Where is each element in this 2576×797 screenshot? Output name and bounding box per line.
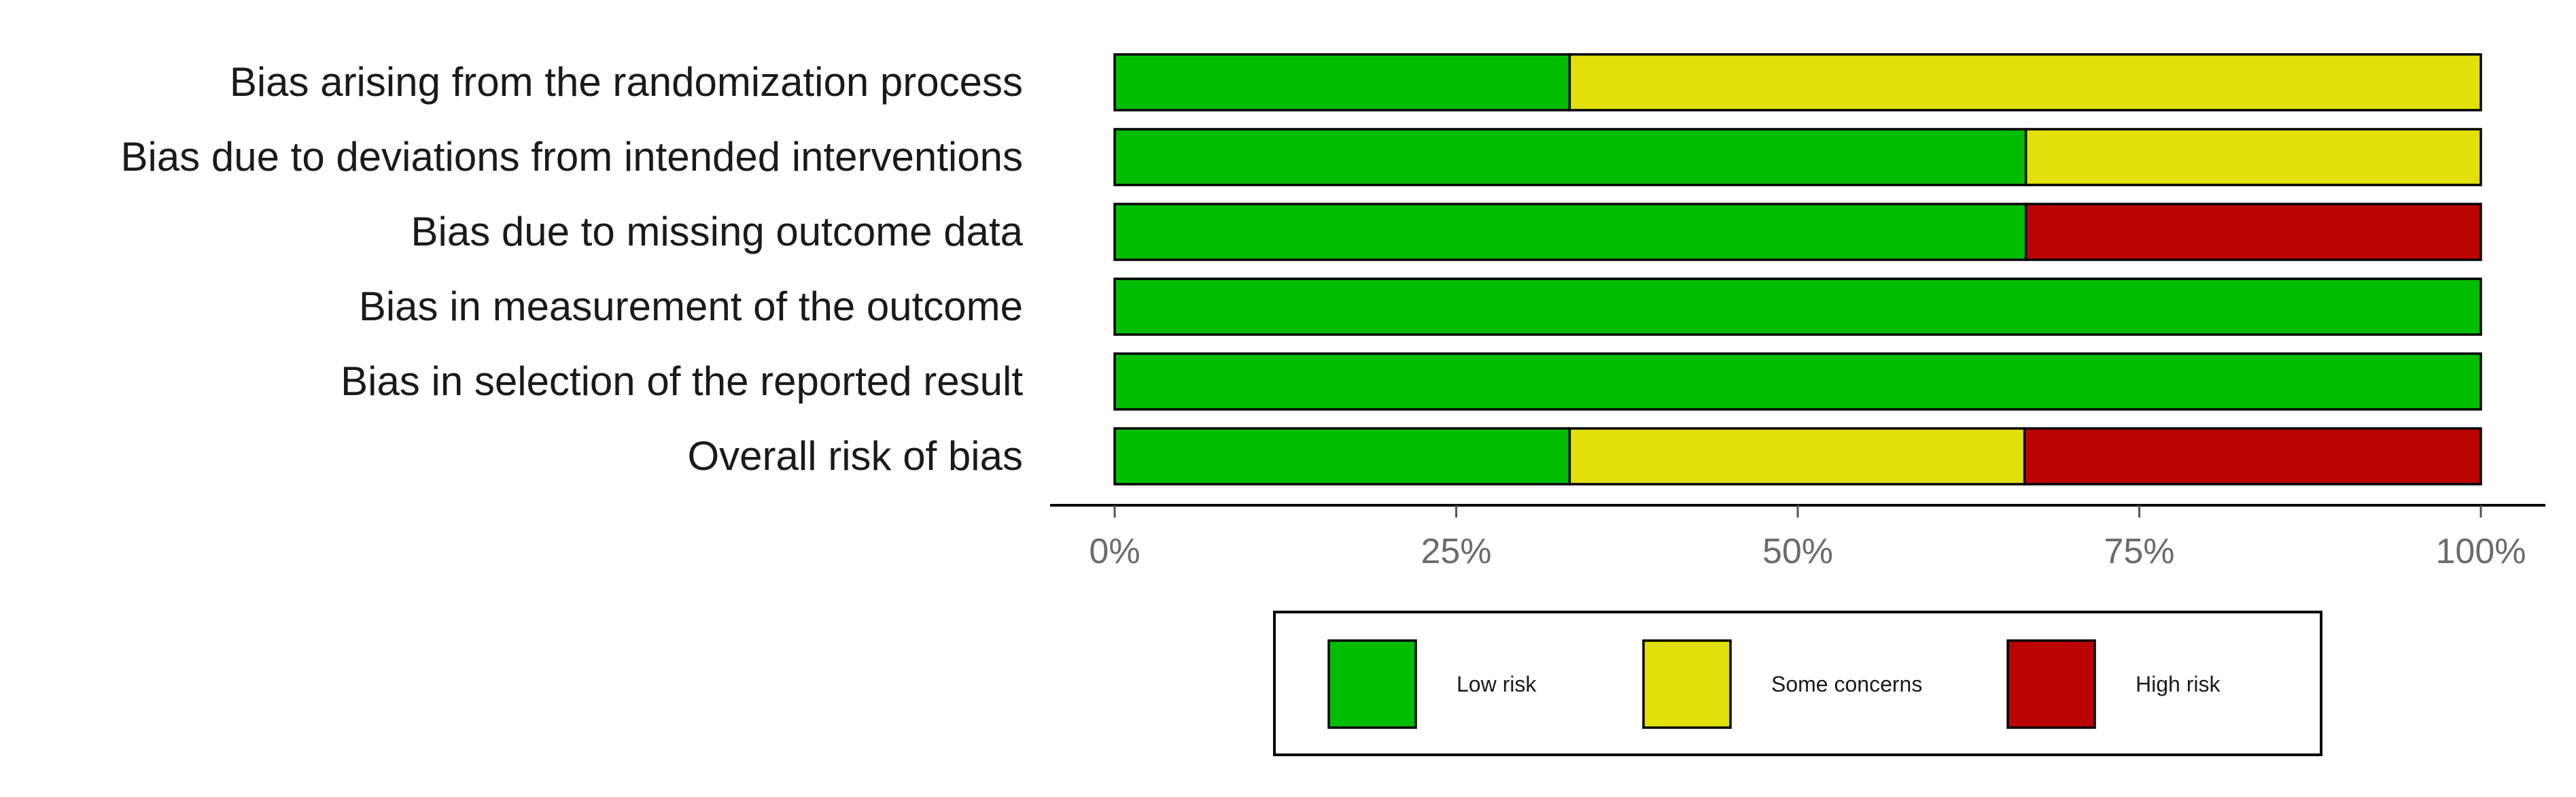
row-label: Bias in measurement of the outcome xyxy=(359,284,1023,329)
legend-swatch-some-concerns xyxy=(1642,639,1732,729)
x-axis: 0% 25% 50% 75% 100% xyxy=(1050,504,2545,571)
legend-box xyxy=(1273,611,2322,756)
row-label: Bias arising from the randomization proc… xyxy=(230,59,1023,105)
legend-swatch-low-risk xyxy=(1327,639,1417,729)
x-tick-label: 100% xyxy=(2436,532,2526,571)
bar-segment-high-risk xyxy=(2023,427,2482,486)
x-tick-label: 25% xyxy=(1421,532,1491,571)
bar-segment-low-risk xyxy=(1113,427,1571,486)
bar-segment-some-concerns xyxy=(1568,427,2026,486)
bar-segment-some-concerns xyxy=(2024,128,2482,186)
legend: Low risk Some concerns High risk xyxy=(1273,611,2322,756)
bar-segment-high-risk xyxy=(2024,203,2482,261)
bar-segment-low-risk xyxy=(1113,128,2027,186)
legend-swatch-high-risk xyxy=(2006,639,2096,729)
legend-label: High risk xyxy=(2136,672,2221,696)
bar-segment-some-concerns xyxy=(1568,53,2482,112)
x-tick-label: 50% xyxy=(1762,532,1833,571)
bar-segment-low-risk xyxy=(1113,277,2482,336)
bar-segment-low-risk xyxy=(1113,352,2482,411)
row-label: Overall risk of bias xyxy=(688,433,1023,479)
row-labels: Bias arising from the randomization proc… xyxy=(121,59,1024,479)
bar-segment-low-risk xyxy=(1113,203,2027,261)
bars xyxy=(1113,53,2482,486)
bar-segment-low-risk xyxy=(1113,53,1571,112)
legend-label: Low risk xyxy=(1457,672,1537,696)
legend-label: Some concerns xyxy=(1771,672,1922,696)
row-label: Bias due to missing outcome data xyxy=(411,209,1024,254)
row-label: Bias due to deviations from intended int… xyxy=(121,134,1023,180)
row-label: Bias in selection of the reported result xyxy=(341,358,1023,404)
x-tick-label: 0% xyxy=(1089,532,1140,571)
x-tick-label: 75% xyxy=(2104,532,2174,571)
